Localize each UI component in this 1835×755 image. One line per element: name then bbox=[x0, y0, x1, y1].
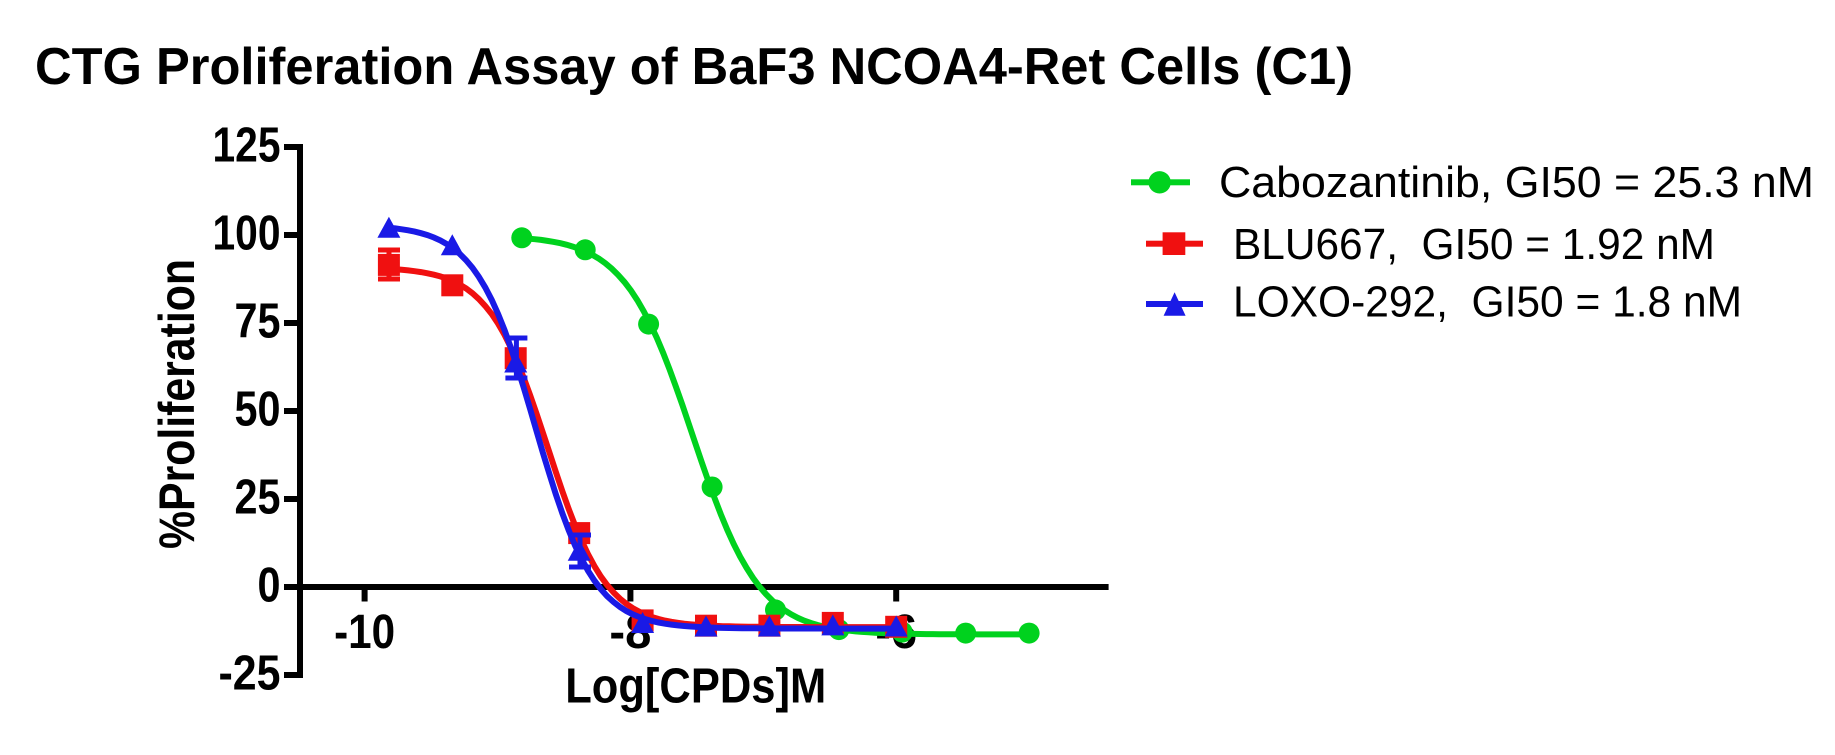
svg-text:CTG Proliferation Assay of BaF: CTG Proliferation Assay of BaF3 NCOA4-Re… bbox=[35, 38, 1353, 96]
svg-text:0: 0 bbox=[258, 559, 281, 613]
svg-text:%Proliferation: %Proliferation bbox=[149, 259, 205, 549]
svg-text:-10: -10 bbox=[334, 606, 395, 659]
svg-text:100: 100 bbox=[213, 207, 281, 261]
svg-text:LOXO-292, GI50 = 1.8 nM: LOXO-292, GI50 = 1.8 nM bbox=[1233, 277, 1742, 326]
svg-text:50: 50 bbox=[235, 383, 281, 437]
svg-text:-25: -25 bbox=[219, 647, 281, 701]
svg-text:Log[CPDs]M: Log[CPDs]M bbox=[565, 659, 826, 713]
svg-text:75: 75 bbox=[235, 295, 281, 349]
svg-text:125: 125 bbox=[213, 119, 281, 173]
svg-text:25: 25 bbox=[235, 471, 281, 525]
svg-text:BLU667, GI50 = 1.92 nM: BLU667, GI50 = 1.92 nM bbox=[1233, 220, 1715, 269]
svg-text:Cabozantinib, GI50 = 25.3 nM: Cabozantinib, GI50 = 25.3 nM bbox=[1219, 158, 1814, 207]
